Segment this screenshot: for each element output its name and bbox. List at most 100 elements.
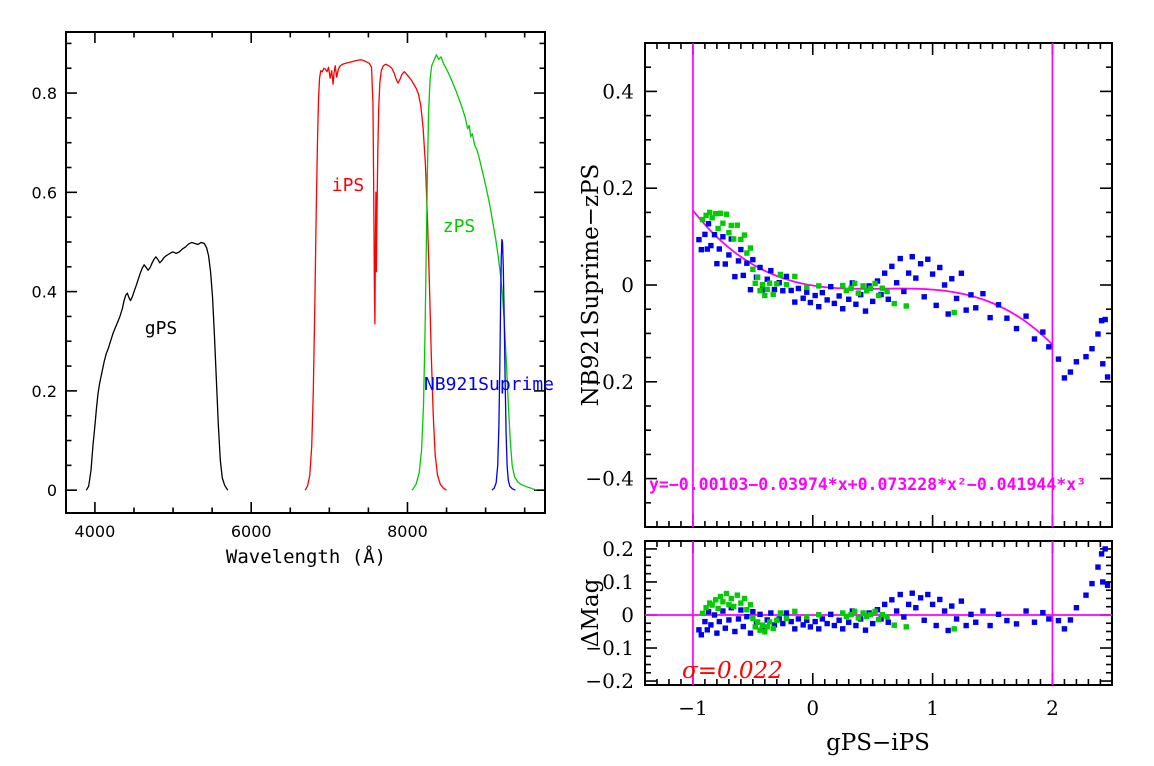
residual-point bbox=[901, 614, 907, 620]
residual-point bbox=[740, 623, 746, 630]
colorterm-point bbox=[1102, 316, 1108, 323]
colorterm-point bbox=[893, 280, 900, 286]
residual-point bbox=[958, 598, 965, 604]
generated-plot-layers: 4000 6000 8000 0 0.2 0.4 0.6 0.8 −0.4 −0.2 0 0.2 0.4… bbox=[32, 31, 1113, 720]
residual-point bbox=[699, 610, 706, 617]
residuals-ytick-label: 0.2 bbox=[602, 537, 634, 561]
residuals-xtick-label: 1 bbox=[926, 696, 939, 720]
residual-point bbox=[759, 622, 766, 628]
colorterm-point bbox=[843, 287, 850, 294]
residual-point bbox=[903, 624, 909, 630]
residual-point bbox=[738, 600, 744, 606]
residual-point bbox=[905, 601, 912, 608]
residual-point bbox=[750, 615, 756, 621]
colorterm-point bbox=[738, 236, 744, 243]
wavelength-axis-label: Wavelength (Å) bbox=[226, 545, 386, 568]
colorterm-point bbox=[762, 292, 768, 299]
residual-point bbox=[708, 622, 714, 628]
residual-point bbox=[723, 590, 730, 597]
residual-point bbox=[714, 630, 720, 636]
residual-point bbox=[863, 613, 870, 620]
colorterm-point bbox=[987, 314, 993, 321]
colorterm-point bbox=[885, 296, 891, 302]
sigma-label: σ=0.022 bbox=[682, 658, 783, 684]
residual-point bbox=[1098, 551, 1105, 557]
colorterm-point bbox=[875, 292, 882, 299]
residuals-xtick-label: 2 bbox=[1046, 696, 1059, 720]
residual-point bbox=[885, 619, 891, 625]
colorterm-point bbox=[759, 281, 766, 288]
colorterm-point bbox=[699, 216, 706, 223]
residual-point bbox=[764, 624, 770, 630]
residual-point bbox=[747, 630, 754, 636]
residual-point bbox=[937, 596, 943, 603]
colorterm-point bbox=[995, 302, 1002, 308]
colorterm-point bbox=[1073, 359, 1080, 365]
colorterm-point bbox=[754, 274, 761, 281]
colorterm-point bbox=[795, 285, 802, 292]
colorterm-ytick-label: 0 bbox=[621, 273, 634, 297]
residual-point bbox=[872, 608, 878, 615]
filter-curve-iPS bbox=[304, 59, 447, 491]
colorterm-point bbox=[715, 225, 721, 232]
residual-point bbox=[891, 622, 897, 628]
residual-point bbox=[1023, 608, 1029, 614]
residual-point bbox=[879, 611, 885, 618]
residual-point bbox=[777, 610, 784, 616]
residual-point bbox=[889, 597, 895, 603]
colorterm-point bbox=[722, 261, 728, 267]
colorterm-point bbox=[717, 210, 724, 217]
colorterm-point bbox=[860, 283, 866, 289]
filters-xtick-label: 4000 bbox=[75, 522, 116, 541]
colorterm-point bbox=[824, 297, 830, 303]
colorterm-point bbox=[905, 270, 912, 276]
colorterm-point bbox=[777, 271, 784, 278]
colorterm-point bbox=[732, 273, 738, 280]
colorterm-point bbox=[1100, 361, 1106, 367]
colorterm-point bbox=[752, 280, 758, 286]
residual-point bbox=[722, 625, 728, 631]
residual-point bbox=[1067, 617, 1074, 623]
colorterm-point bbox=[713, 210, 719, 217]
residual-point bbox=[816, 626, 822, 632]
colorterm-point bbox=[741, 232, 748, 238]
residual-point bbox=[747, 602, 754, 608]
filters-xtick-label: 6000 bbox=[231, 522, 272, 541]
colorterm-point bbox=[708, 242, 714, 249]
residual-point bbox=[696, 627, 702, 633]
residual-point bbox=[744, 613, 750, 620]
residuals-xtick-label: −1 bbox=[678, 696, 707, 720]
colorterm-point bbox=[1061, 375, 1068, 381]
colorterm-point bbox=[1089, 346, 1095, 352]
zps-curve-label: zPS bbox=[443, 216, 476, 237]
filters-ytick-label: 0 bbox=[47, 481, 57, 500]
colorterm-point bbox=[863, 288, 870, 294]
residual-point bbox=[897, 591, 903, 598]
colorterm-point bbox=[720, 220, 726, 226]
residual-point bbox=[698, 632, 705, 638]
colorterm-point bbox=[704, 246, 711, 252]
colorterm-ytick-label: −0.4 bbox=[585, 467, 634, 491]
residual-point bbox=[720, 599, 726, 605]
residual-point bbox=[771, 622, 778, 628]
colorterm-point bbox=[937, 264, 943, 271]
colorterm-point bbox=[709, 215, 715, 221]
colorterm-point bbox=[891, 300, 897, 307]
residual-point bbox=[819, 616, 826, 622]
colorterm-point bbox=[968, 292, 974, 298]
filter-curve-zPS bbox=[411, 54, 537, 491]
residual-point bbox=[750, 608, 756, 615]
colorterm-point bbox=[771, 286, 778, 293]
residual-point bbox=[995, 611, 1002, 618]
residual-point bbox=[735, 616, 742, 622]
colorterm-point bbox=[788, 287, 794, 294]
residual-point bbox=[726, 617, 732, 623]
fit-curve bbox=[692, 209, 1054, 346]
colorterm-point bbox=[774, 281, 780, 287]
residual-point bbox=[1004, 617, 1010, 624]
filter-curve-gPS bbox=[85, 241, 229, 491]
colorterm-point bbox=[747, 245, 754, 251]
colorterm-point bbox=[716, 246, 722, 252]
residual-point bbox=[968, 611, 974, 618]
colorterm-point bbox=[1095, 331, 1101, 337]
